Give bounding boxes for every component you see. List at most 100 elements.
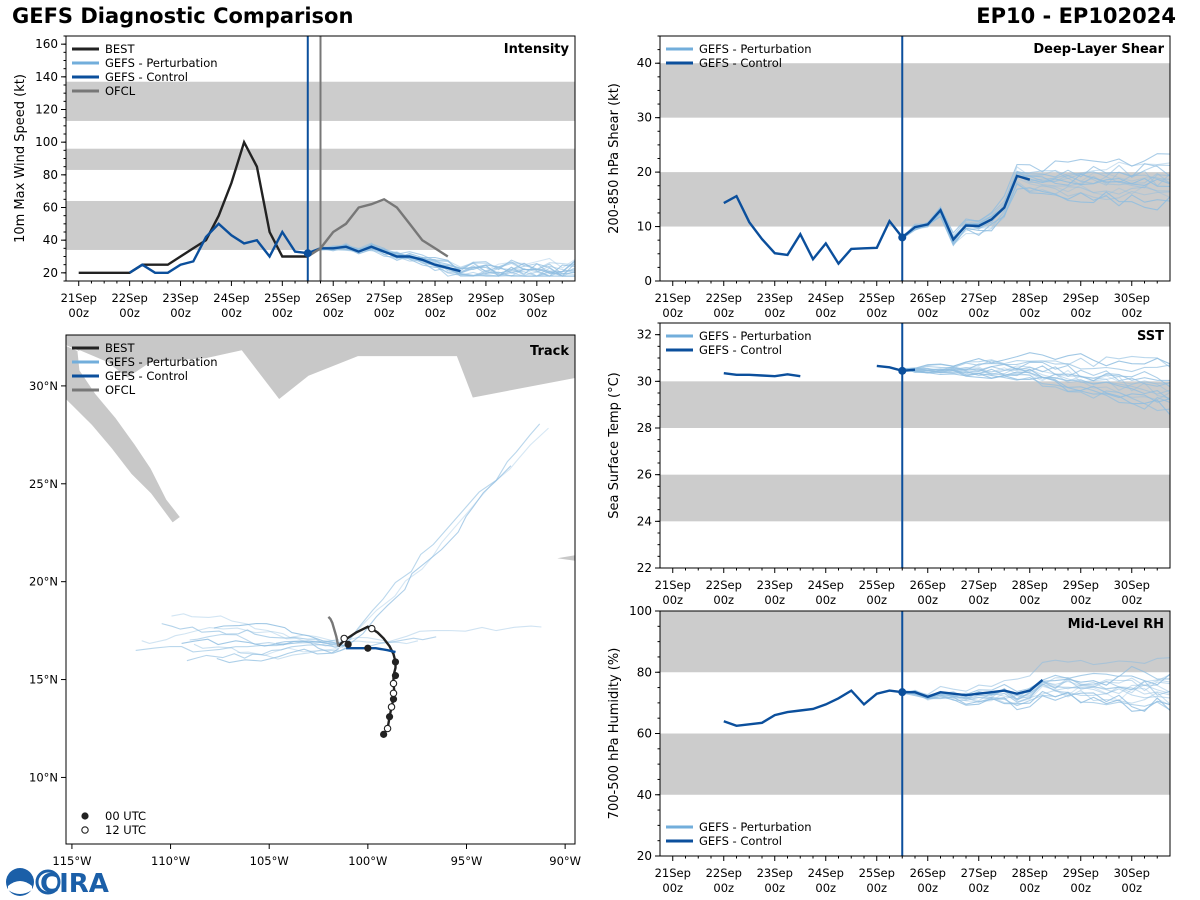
sst-ytick-label: 30 xyxy=(637,374,652,388)
rh-xtick-date: 27Sep xyxy=(961,866,997,880)
sst-xtick-hour: 00z xyxy=(662,593,683,607)
noaa-wave-icon xyxy=(8,881,32,894)
sst-perturbation-member-10 xyxy=(902,367,1170,410)
state-border-3 xyxy=(288,463,349,534)
shear-xtick-date: 30Sep xyxy=(1114,291,1150,305)
intensity-legend-label: GEFS - Perturbation xyxy=(105,56,218,70)
rh-panel-title: Mid-Level RH xyxy=(1068,617,1164,632)
sst-xtick-date: 27Sep xyxy=(961,578,997,592)
track-perturbation-member-16 xyxy=(347,423,541,643)
sst-xtick-hour: 00z xyxy=(866,593,887,607)
intensity-series-best-0 xyxy=(78,139,308,274)
state-border-9 xyxy=(474,620,516,657)
track-ytick-label: 10°N xyxy=(29,770,58,784)
shear-xtick-hour: 00z xyxy=(815,306,836,320)
sst-xtick-hour: 00z xyxy=(968,593,989,607)
state-border-8 xyxy=(395,616,473,655)
sst-series-gefs-control-0 xyxy=(723,372,801,378)
sst-ylabel: Sea Surface Temp (°C) xyxy=(607,372,622,519)
track-point-12utc xyxy=(387,703,396,711)
intensity-perturbation-member-15 xyxy=(307,242,575,271)
rh-perturbation-member-2 xyxy=(902,689,1170,705)
track-xtick-label: 105°W xyxy=(250,854,289,868)
rh-ytick-label: 40 xyxy=(637,788,652,802)
track-perturbation-member-12 xyxy=(193,643,348,660)
intensity-perturbation-member-13 xyxy=(307,245,575,273)
shear-xtick-hour: 00z xyxy=(1070,306,1091,320)
rh-perturbation-member-5 xyxy=(902,685,1170,706)
sst-ytick-label: 26 xyxy=(637,468,652,482)
rh-xtick-hour: 00z xyxy=(764,881,785,895)
intensity-xtick-hour: 00z xyxy=(476,306,497,320)
intensity-xtick-date: 26Sep xyxy=(315,291,351,305)
shear-xtick-date: 29Sep xyxy=(1063,291,1099,305)
sst-xtick-date: 29Sep xyxy=(1063,578,1099,592)
shear-panel-title: Deep-Layer Shear xyxy=(1033,42,1164,57)
sst-xtick-date: 22Sep xyxy=(706,578,742,592)
shear-ytick-label: 10 xyxy=(637,220,652,234)
rh-perturbation-member-15 xyxy=(902,681,1170,700)
state-border-6 xyxy=(300,571,422,616)
shear-xtick-hour: 00z xyxy=(917,306,938,320)
sst-xtick-hour: 00z xyxy=(917,593,938,607)
shear-ylabel: 200-850 hPa Shear (kt) xyxy=(607,83,622,234)
sst-plot-area xyxy=(660,323,1170,568)
track-legend-label: GEFS - Perturbation xyxy=(105,355,218,369)
intensity-series-gefs-control-1 xyxy=(128,222,461,274)
sst-panel-title: SST xyxy=(1137,329,1164,344)
track-perturbation-member-8 xyxy=(186,644,348,662)
legend-12utc-marker xyxy=(81,826,89,834)
track-point-00utc xyxy=(344,640,352,648)
rh-perturbation-member-16 xyxy=(902,690,1170,711)
gulf-of-mexico xyxy=(411,377,575,617)
shear-ytick-label: 20 xyxy=(637,165,652,179)
sst-xtick-date: 21Sep xyxy=(655,578,691,592)
page-title: GEFS Diagnostic Comparison xyxy=(12,4,354,28)
rh-xtick-date: 28Sep xyxy=(1012,866,1048,880)
shear-legend-label: GEFS - Perturbation xyxy=(699,42,812,56)
intensity-ylabel: 10m Max Wind Speed (kt) xyxy=(13,74,28,243)
sst-legend-label: GEFS - Control xyxy=(699,343,782,357)
intensity-xtick-date: 23Sep xyxy=(162,291,198,305)
cira-logo: CIRA xyxy=(6,868,109,899)
intensity-xtick-hour: 00z xyxy=(68,306,89,320)
intensity-xtick-hour: 00z xyxy=(170,306,191,320)
legend-00utc-marker xyxy=(81,812,89,820)
rh-plot-area xyxy=(660,611,1170,856)
intensity-xtick-hour: 00z xyxy=(374,306,395,320)
intensity-xtick-hour: 00z xyxy=(526,306,547,320)
rh-series-gefs-control-0 xyxy=(723,678,1044,728)
rh-xtick-date: 30Sep xyxy=(1114,866,1150,880)
shear-plot-area xyxy=(660,36,1170,281)
track-legend-label: GEFS - Control xyxy=(105,369,188,383)
intensity-panel-title: Intensity xyxy=(504,42,570,57)
intensity-ytick-label: 80 xyxy=(43,168,58,182)
sst-ytick-label: 28 xyxy=(637,421,652,435)
rh-xtick-hour: 00z xyxy=(1019,881,1040,895)
rh-xtick-hour: 00z xyxy=(968,881,989,895)
track-point-00utc xyxy=(380,730,388,738)
intensity-ytick-label: 140 xyxy=(35,70,58,84)
shear-perturbation-member-11 xyxy=(901,183,1170,245)
intensity-xtick-hour: 00z xyxy=(272,306,293,320)
track-perturbation-member-13 xyxy=(342,625,542,643)
track-perturbation-member-10 xyxy=(213,622,348,647)
track-perturbation-member-6 xyxy=(216,648,346,664)
rh-xtick-date: 26Sep xyxy=(910,866,946,880)
rh-perturbation-member-8 xyxy=(902,657,1170,696)
sst-xtick-hour: 00z xyxy=(815,593,836,607)
rh-xtick-date: 21Sep xyxy=(655,866,691,880)
track-perturbation-member-15 xyxy=(345,640,419,645)
state-border-1 xyxy=(298,376,368,475)
track-ytick-label: 15°N xyxy=(29,673,58,687)
sst-ytick-label: 22 xyxy=(637,561,652,575)
rh-legend-label: GEFS - Control xyxy=(699,834,782,848)
sst-ytick-label: 32 xyxy=(637,328,652,342)
sst-perturbation-member-12 xyxy=(902,355,1170,371)
sst-ytick-label: 24 xyxy=(637,514,652,528)
intensity-xtick-date: 28Sep xyxy=(417,291,453,305)
rh-xtick-date: 24Sep xyxy=(808,866,844,880)
rh-legend-label: GEFS - Perturbation xyxy=(699,820,812,834)
shear-xtick-date: 22Sep xyxy=(706,291,742,305)
shear-xtick-date: 23Sep xyxy=(757,291,793,305)
